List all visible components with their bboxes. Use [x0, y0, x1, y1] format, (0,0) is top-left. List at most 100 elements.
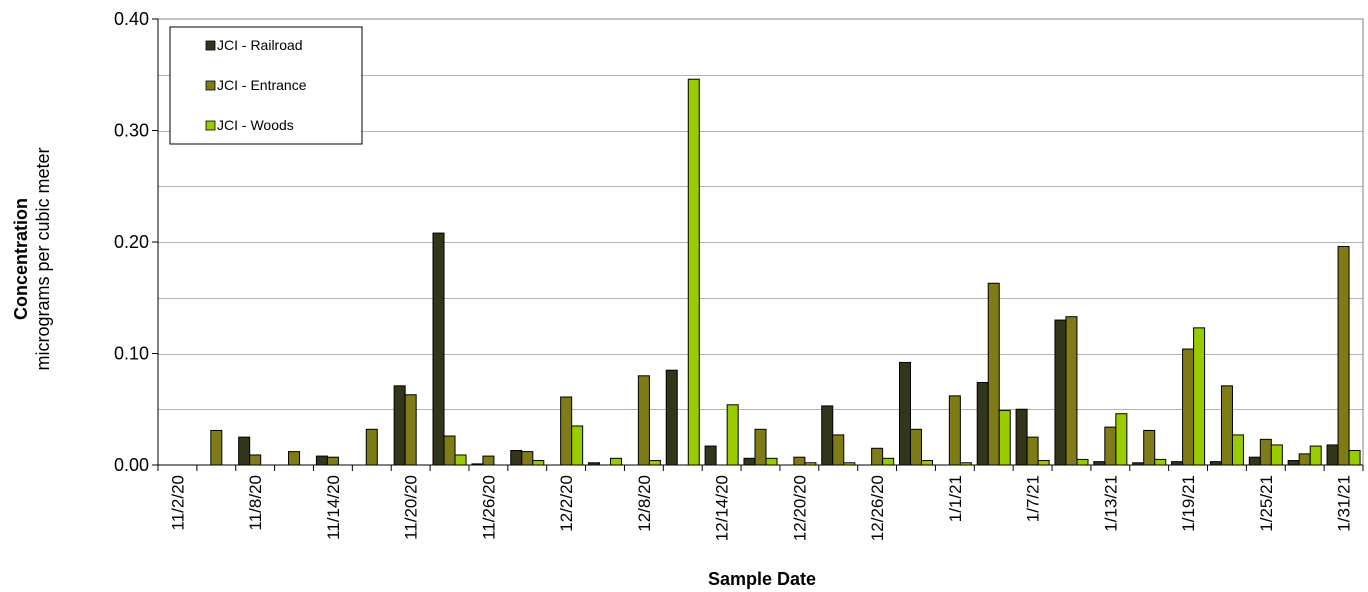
bar-woods [648, 460, 661, 466]
x-tick-label: 12/26/20 [868, 475, 887, 541]
x-tick-label: 1/7/21 [1024, 475, 1043, 522]
x-tick-label: 12/20/20 [790, 475, 809, 541]
bar-entrance [1104, 426, 1117, 466]
x-tick-label: 1/13/21 [1101, 475, 1120, 532]
y-tick-label: 0.20 [114, 232, 149, 252]
bar-entrance [1259, 438, 1272, 466]
y-tick-label: 0.30 [114, 121, 149, 141]
bar-entrance [948, 395, 961, 466]
bar-woods [571, 425, 584, 466]
bar-entrance [443, 435, 456, 466]
bar-entrance [210, 429, 223, 466]
bar-railroad [976, 381, 989, 466]
x-tick-label: 11/2/20 [168, 475, 187, 530]
x-axis-title: Sample Date [708, 569, 816, 589]
bar-railroad [821, 405, 834, 466]
bar-woods [1193, 327, 1206, 466]
bar-woods [1270, 444, 1283, 466]
bar-entrance [793, 456, 806, 466]
bar-entrance [637, 375, 650, 466]
bar-railroad [743, 457, 756, 466]
bar-woods [610, 457, 623, 466]
legend-swatch-woods [205, 120, 216, 131]
bar-entrance [365, 428, 378, 466]
bar-entrance [832, 434, 845, 466]
bar-railroad [1015, 408, 1028, 466]
bar-entrance [1298, 453, 1311, 466]
bar-entrance [482, 455, 495, 466]
y-tick-label: 0.40 [114, 9, 149, 29]
bar-entrance [1182, 348, 1195, 466]
bar-railroad [1326, 444, 1339, 466]
bar-entrance [1065, 316, 1078, 466]
bar-entrance [1143, 429, 1156, 466]
bar-woods [726, 404, 739, 466]
legend-label-railroad: JCI - Railroad [217, 37, 303, 53]
x-tick-label: 1/31/21 [1335, 475, 1354, 532]
x-tick-label: 1/25/21 [1257, 475, 1276, 532]
x-tick-label: 11/26/20 [479, 475, 498, 540]
bar-woods [920, 460, 934, 466]
bar-railroad [510, 450, 523, 466]
bar-woods [882, 457, 895, 466]
x-tick-label: 11/8/20 [246, 475, 265, 530]
bar-entrance [1026, 436, 1039, 466]
bar-woods [998, 409, 1011, 466]
bar-woods [1076, 458, 1089, 466]
bar-woods [1115, 413, 1128, 466]
bar-woods [1231, 434, 1244, 466]
x-tick-label: 1/1/21 [946, 475, 965, 522]
x-tick-label: 12/2/20 [557, 475, 576, 532]
legend-label-woods: JCI - Woods [217, 117, 294, 133]
bar-entrance [288, 451, 301, 466]
bar-woods [532, 460, 545, 466]
bar-railroad [1054, 319, 1067, 466]
bar-railroad [393, 385, 406, 466]
bar-entrance [326, 456, 339, 466]
bar-woods [687, 78, 700, 466]
bar-woods [765, 457, 778, 466]
bar-woods [1037, 460, 1050, 466]
bar-railroad [432, 232, 445, 466]
bar-entrance [404, 394, 417, 466]
bar-entrance [987, 282, 1000, 466]
x-tick-label: 1/19/21 [1179, 475, 1198, 532]
x-axis: 11/2/20 11/8/20 11/14/20 11/20/20 11/26/20 12… [157, 464, 1364, 541]
x-tick-label: 11/20/20 [402, 475, 421, 540]
x-tick-label: 11/14/20 [324, 475, 343, 540]
legend-box [169, 26, 363, 145]
bar-railroad [1171, 461, 1184, 466]
bar-entrance [1220, 385, 1233, 466]
y-axis-title: Concentration [11, 198, 31, 320]
bar-railroad [1209, 461, 1222, 466]
bar-railroad [898, 361, 911, 466]
bar-railroad [704, 445, 717, 466]
bar-woods [454, 454, 467, 466]
bar-entrance [754, 428, 767, 466]
bar-railroad [1287, 460, 1300, 466]
bar-entrance [871, 447, 884, 466]
bar-railroad [315, 455, 328, 466]
legend: JCI - Railroad JCI - Entrance JCI - Wood… [169, 26, 363, 145]
bar-entrance [909, 428, 922, 466]
bar-woods [1348, 450, 1361, 466]
bar-railroad [1248, 456, 1261, 466]
y-axis-subtitle: micrograms per cubic meter [33, 147, 53, 370]
bar-woods [1309, 445, 1322, 466]
bar-railroad [238, 436, 251, 466]
legend-swatch-entrance [205, 80, 216, 91]
y-axis: 0.00 0.10 0.20 0.30 0.40 [114, 9, 159, 475]
bar-railroad [665, 369, 678, 466]
bars [210, 78, 1361, 466]
bar-woods [1154, 458, 1167, 466]
legend-swatch-railroad [205, 40, 216, 51]
bar-railroad [1093, 461, 1106, 466]
legend-label-entrance: JCI - Entrance [217, 77, 307, 93]
x-tick-label: 12/14/20 [713, 475, 732, 541]
y-tick-label: 0.00 [114, 455, 149, 475]
bar-entrance [1337, 245, 1350, 466]
bar-entrance [249, 454, 262, 466]
y-tick-label: 0.10 [114, 344, 149, 364]
bar-entrance [521, 451, 534, 466]
